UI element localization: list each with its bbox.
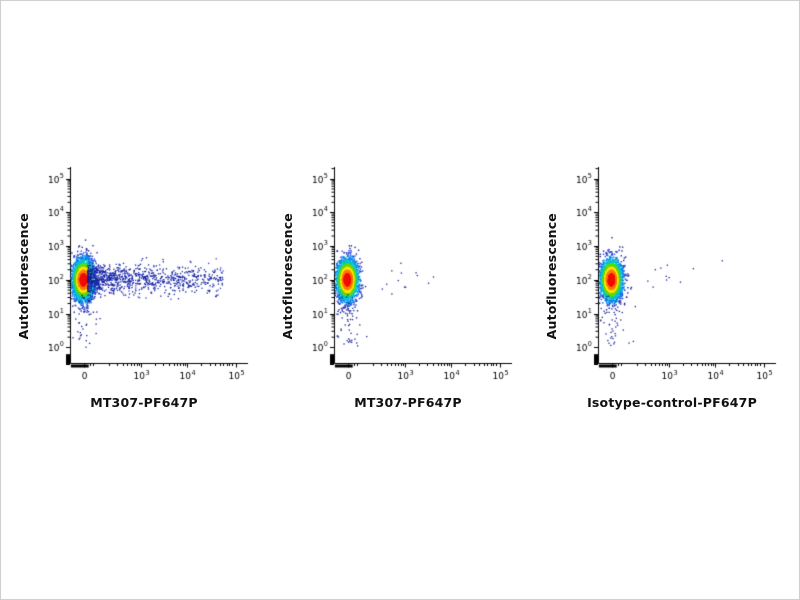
- x-axis-label-2: MT307-PF647P: [354, 395, 462, 410]
- x-axis-label-1: MT307-PF647P: [90, 395, 198, 410]
- flow-plot-canvas-2: [296, 159, 520, 393]
- plot-area-2: Autofluorescence: [280, 159, 520, 393]
- x-axis-label-3: Isotype-control-PF647P: [587, 395, 757, 410]
- y-axis-label-2: Autofluorescence: [280, 212, 295, 340]
- flow-plot-1: Autofluorescence MT307-PF647P: [16, 159, 256, 410]
- flow-plot-canvas-1: [32, 159, 256, 393]
- flow-plot-3: Autofluorescence Isotype-control-PF647P: [544, 159, 784, 410]
- y-axis-label-1: Autofluorescence: [16, 212, 31, 340]
- flow-plot-canvas-3: [560, 159, 784, 393]
- flow-plot-2: Autofluorescence MT307-PF647P: [280, 159, 520, 410]
- flow-cytometry-panel: Autofluorescence MT307-PF647P Autofluore…: [1, 159, 799, 410]
- y-axis-label-3: Autofluorescence: [544, 212, 559, 340]
- plot-area-1: Autofluorescence: [16, 159, 256, 393]
- plot-area-3: Autofluorescence: [544, 159, 784, 393]
